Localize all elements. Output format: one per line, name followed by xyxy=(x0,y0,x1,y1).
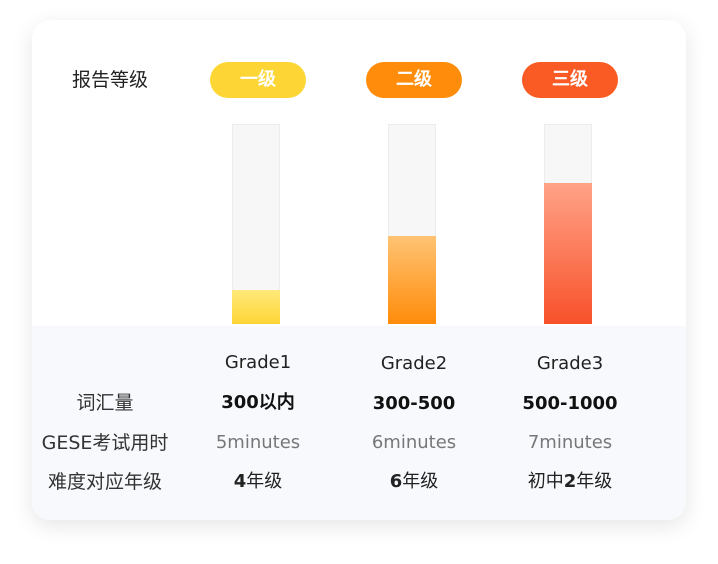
difficulty-number-2: 6 xyxy=(389,471,403,492)
grade-level-fill-2 xyxy=(388,236,436,324)
grade-level-fill-3 xyxy=(544,182,592,324)
vocab-value-2: 300-500 xyxy=(372,393,456,414)
vocab-value-1: 300以内 xyxy=(221,392,295,413)
difficulty-value-2: 6年级 xyxy=(339,470,489,494)
grade-level-bar-2 xyxy=(388,124,436,324)
vocab-value-3: 500-1000 xyxy=(522,393,618,414)
grade-level-fill-1 xyxy=(232,290,280,324)
exam-time-value-2: 6minutes xyxy=(371,432,457,453)
grade-badge-2: 二级 xyxy=(366,62,462,98)
exam-time-label: GESE考试用时 xyxy=(41,432,169,454)
grade-comparison-card: 报告等级 一级 二级 三级 Grade1 Grade2 Grade3 词汇量 3… xyxy=(32,20,686,520)
grade-level-bar-1 xyxy=(232,124,280,324)
exam-time-value-3: 7minutes xyxy=(527,432,613,453)
grade-name-1: Grade1 xyxy=(224,352,292,373)
difficulty-value-1: 4年级 xyxy=(183,470,333,494)
vocab-label: 词汇量 xyxy=(76,392,134,414)
difficulty-prefix-3: 初中 xyxy=(527,471,564,492)
grade-level-bar-3 xyxy=(544,124,592,324)
difficulty-number-1: 4 xyxy=(233,471,247,492)
report-level-label: 报告等级 xyxy=(72,69,149,91)
difficulty-value-3: 初中2年级 xyxy=(495,470,645,494)
grade-badge-3: 三级 xyxy=(522,62,618,98)
difficulty-suffix-3: 年级 xyxy=(576,471,613,492)
difficulty-label: 难度对应年级 xyxy=(47,471,162,493)
difficulty-suffix-1: 年级 xyxy=(246,471,283,492)
grade-badge-1: 一级 xyxy=(210,62,306,98)
details-panel xyxy=(32,326,686,520)
grade-name-3: Grade3 xyxy=(536,353,604,374)
exam-time-value-1: 5minutes xyxy=(215,432,301,453)
difficulty-suffix-2: 年级 xyxy=(402,471,439,492)
difficulty-number-3: 2 xyxy=(563,471,577,492)
grade-name-2: Grade2 xyxy=(380,353,448,374)
